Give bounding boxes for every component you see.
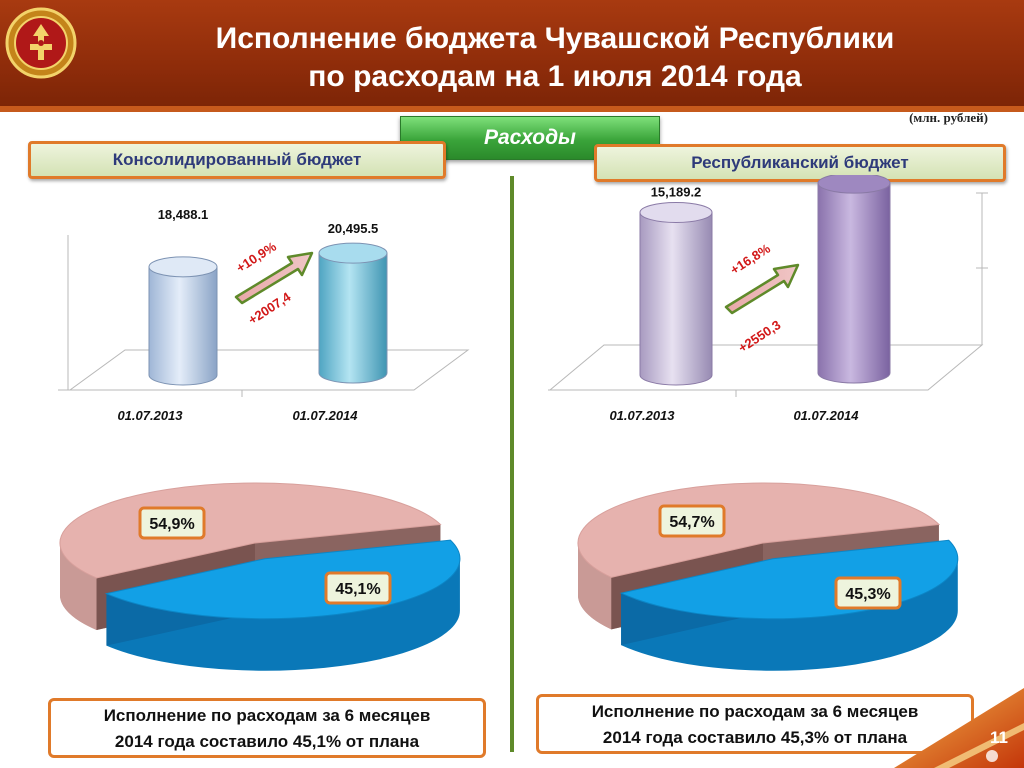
republican-summary-box: Исполнение по расходам за 6 месяцев 2014… (536, 694, 974, 754)
page-number: 11 (990, 728, 1008, 747)
x-tick-label-2014: 01.07.2014 (292, 408, 358, 423)
pie-slice-label: 45,1% (324, 571, 392, 605)
header-accent-line (0, 106, 1024, 112)
x-tick-label-2013: 01.07.2013 (609, 408, 675, 423)
bar-01.07.2013 (639, 201, 713, 386)
republican-pie-chart: 54,7% 45,3% (577, 482, 959, 671)
summary-line-2: 2014 года составило 45,1% от плана (114, 732, 420, 751)
bar-value-label: 18,488.1 (158, 207, 209, 222)
consolidated-pie-chart: 54,9% 45,1% (59, 482, 461, 671)
consolidated-summary-box: Исполнение по расходам за 6 месяцев 2014… (48, 698, 486, 758)
growth-percent-label: +16,8% (727, 240, 773, 277)
units-label: (млн. рублей) (909, 110, 988, 125)
chart-floor (68, 349, 470, 391)
growth-arrow (234, 251, 314, 305)
consolidated-budget-label: Консолидированный бюджет (28, 141, 446, 179)
bar-01.07.2013 (148, 256, 218, 386)
panel-divider (510, 176, 514, 752)
pie-slice-label: 54,7% (658, 504, 726, 538)
title-line-1: Исполнение бюджета Чувашской Республики (215, 22, 895, 55)
svg-text:45,1%: 45,1% (335, 581, 380, 598)
consolidated-bar-chart: 18,488.120,495.5 +10,9% +2007,4 01.07.20… (58, 207, 470, 423)
title-line-2: по расходам на 1 июля 2014 года (308, 60, 802, 93)
bar-value-label: 20,495.5 (328, 221, 379, 236)
page-title: Исполнение бюджета Чувашской Республики … (120, 20, 990, 96)
growth-percent-label: +10,9% (233, 238, 279, 275)
header-band (0, 0, 1024, 112)
x-tick-label-2013: 01.07.2013 (117, 408, 183, 423)
bar-01.07.2014 (318, 242, 388, 384)
chart-floor (548, 344, 984, 391)
bar-value-label: 15,189.2 (651, 184, 702, 199)
chuvash-emblem-icon (5, 7, 77, 79)
svg-text:45,3%: 45,3% (845, 586, 890, 603)
bar-01.07.2014 (817, 175, 891, 384)
summary-line-1: Исполнение по расходам за 6 месяцев (103, 706, 431, 725)
republican-budget-label: Республиканский бюджет (594, 144, 1006, 182)
growth-arrow (724, 263, 800, 315)
svg-text:54,7%: 54,7% (669, 514, 714, 531)
summary-line-1: Исполнение по расходам за 6 месяцев (591, 702, 919, 721)
summary-line-2: 2014 года составило 45,3% от плана (602, 728, 908, 747)
pie-slice-label: 45,3% (834, 576, 902, 610)
x-tick-label-2014: 01.07.2014 (793, 408, 859, 423)
corner-decoration (894, 688, 1024, 768)
republican-bar-chart: 15,189.217,739.5 +16,8% +2550,3 01.07.20… (548, 175, 988, 423)
pie-slice-label: 54,9% (138, 506, 206, 540)
svg-text:54,9%: 54,9% (149, 516, 194, 533)
